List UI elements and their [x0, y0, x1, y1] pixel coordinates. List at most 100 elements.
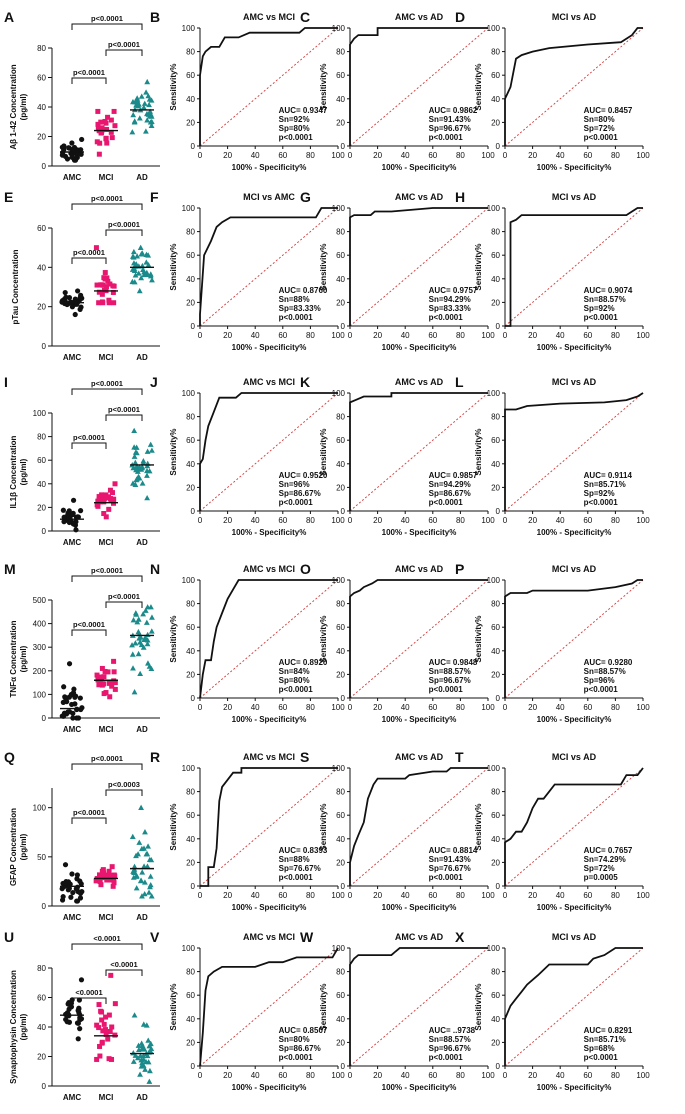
panel-letter: I: [4, 374, 8, 390]
auc-label: AUC= 0.9114: [584, 471, 633, 480]
data-point: [104, 140, 110, 146]
x-tick-label: 100: [481, 703, 495, 712]
auc-label: AUC= 0.8457: [584, 106, 633, 115]
data-point: [99, 125, 105, 131]
y-tick-label: 0: [191, 1062, 196, 1071]
roc-curve: [199, 392, 338, 511]
x-axis-label: 100% - Specificity%: [537, 528, 612, 537]
roc-curve: [504, 947, 643, 1066]
data-point: [146, 856, 153, 862]
specificity-label: Sp=86.67%: [429, 489, 471, 498]
x-tick-label: 40: [251, 891, 260, 900]
data-point: [79, 136, 85, 143]
y-tick-label: 60: [336, 811, 345, 820]
y-tick-label: 60: [186, 811, 195, 820]
roc-curve: [349, 207, 488, 326]
data-point: [131, 689, 138, 695]
category-label: AD: [136, 725, 148, 734]
data-point: [134, 253, 141, 259]
data-point: [99, 1009, 105, 1015]
data-point: [132, 1052, 139, 1058]
x-tick-label: 100: [331, 516, 345, 525]
y-tick-label: 20: [186, 1038, 195, 1047]
category-label: MCI: [99, 538, 114, 547]
group-ad: [129, 804, 155, 899]
y-tick-label: 0: [341, 507, 346, 516]
data-point: [100, 867, 106, 873]
data-point: [102, 276, 108, 282]
panel-letter: S: [300, 749, 309, 765]
y-tick-label: 100: [487, 204, 501, 213]
data-point: [111, 658, 117, 664]
y-axis-label: Sensitivity%: [319, 428, 328, 475]
specificity-label: Sp=76.67%: [279, 864, 321, 873]
data-point: [77, 878, 83, 884]
data-point: [129, 651, 136, 657]
data-point: [96, 496, 102, 502]
data-point: [136, 287, 143, 294]
y-tick-label: 20: [336, 483, 345, 492]
y-tick-label: 400: [33, 620, 47, 629]
data-point: [94, 672, 100, 678]
data-point: [109, 680, 115, 686]
data-point: [73, 527, 79, 533]
x-tick-label: 40: [401, 516, 410, 525]
y-tick-label: 40: [336, 460, 345, 469]
sensitivity-label: Sn=91.43%: [429, 115, 471, 124]
chart-title: MCI vs AMC: [243, 192, 295, 202]
data-point: [70, 511, 76, 518]
category-label: AMC: [63, 538, 81, 547]
bracket-line: [71, 203, 143, 210]
x-axis-label: 100% - Specificity%: [232, 715, 307, 724]
data-point: [144, 448, 151, 454]
auc-label: AUC= ..9738: [429, 1026, 476, 1035]
y-tick-label: 0: [42, 162, 47, 171]
data-point: [136, 115, 143, 121]
y-tick-label: 80: [491, 48, 500, 57]
y-tick-label: 300: [33, 643, 47, 652]
y-tick-label: 60: [37, 74, 46, 83]
data-point: [145, 1037, 152, 1043]
y-tick-label: 0: [42, 527, 47, 536]
data-point: [94, 502, 100, 508]
x-tick-label: 40: [556, 516, 565, 525]
data-point: [96, 1002, 102, 1008]
group-mci: [93, 864, 118, 889]
x-tick-label: 0: [348, 151, 353, 160]
y-tick-label: 200: [33, 667, 47, 676]
category-label: AMC: [63, 913, 81, 922]
data-point: [137, 877, 144, 884]
data-point: [104, 877, 110, 883]
y-tick-label: 60: [37, 224, 46, 233]
y-tick-label: 0: [42, 714, 47, 723]
data-point: [144, 78, 151, 85]
y-axis-label: Sensitivity%: [169, 803, 178, 850]
x-axis-label: 100% - Specificity%: [537, 715, 612, 724]
y-tick-label: 40: [491, 95, 500, 104]
y-tick-label: 40: [336, 275, 345, 284]
data-point: [137, 1071, 143, 1077]
significance-bracket: p<0.0001: [105, 40, 143, 56]
x-tick-label: 80: [611, 151, 620, 160]
data-point: [107, 694, 113, 700]
data-point: [134, 97, 141, 103]
data-point: [99, 682, 105, 688]
data-point: [63, 294, 69, 300]
x-axis-label: 100% - Specificity%: [382, 1083, 457, 1092]
panel-letter: K: [300, 374, 310, 390]
data-point: [111, 880, 117, 886]
y-tick-label: 0: [42, 1082, 47, 1091]
data-point: [64, 1019, 70, 1025]
p-value-label: <0.0001: [110, 960, 137, 969]
panel-letter: X: [455, 929, 465, 945]
x-tick-label: 40: [401, 151, 410, 160]
data-point: [102, 668, 108, 674]
data-point: [144, 851, 151, 857]
data-point: [130, 1058, 137, 1064]
significance-bracket: p<0.0001: [71, 620, 107, 636]
data-point: [142, 270, 149, 276]
significance-bracket: <0.0001: [71, 988, 107, 1004]
